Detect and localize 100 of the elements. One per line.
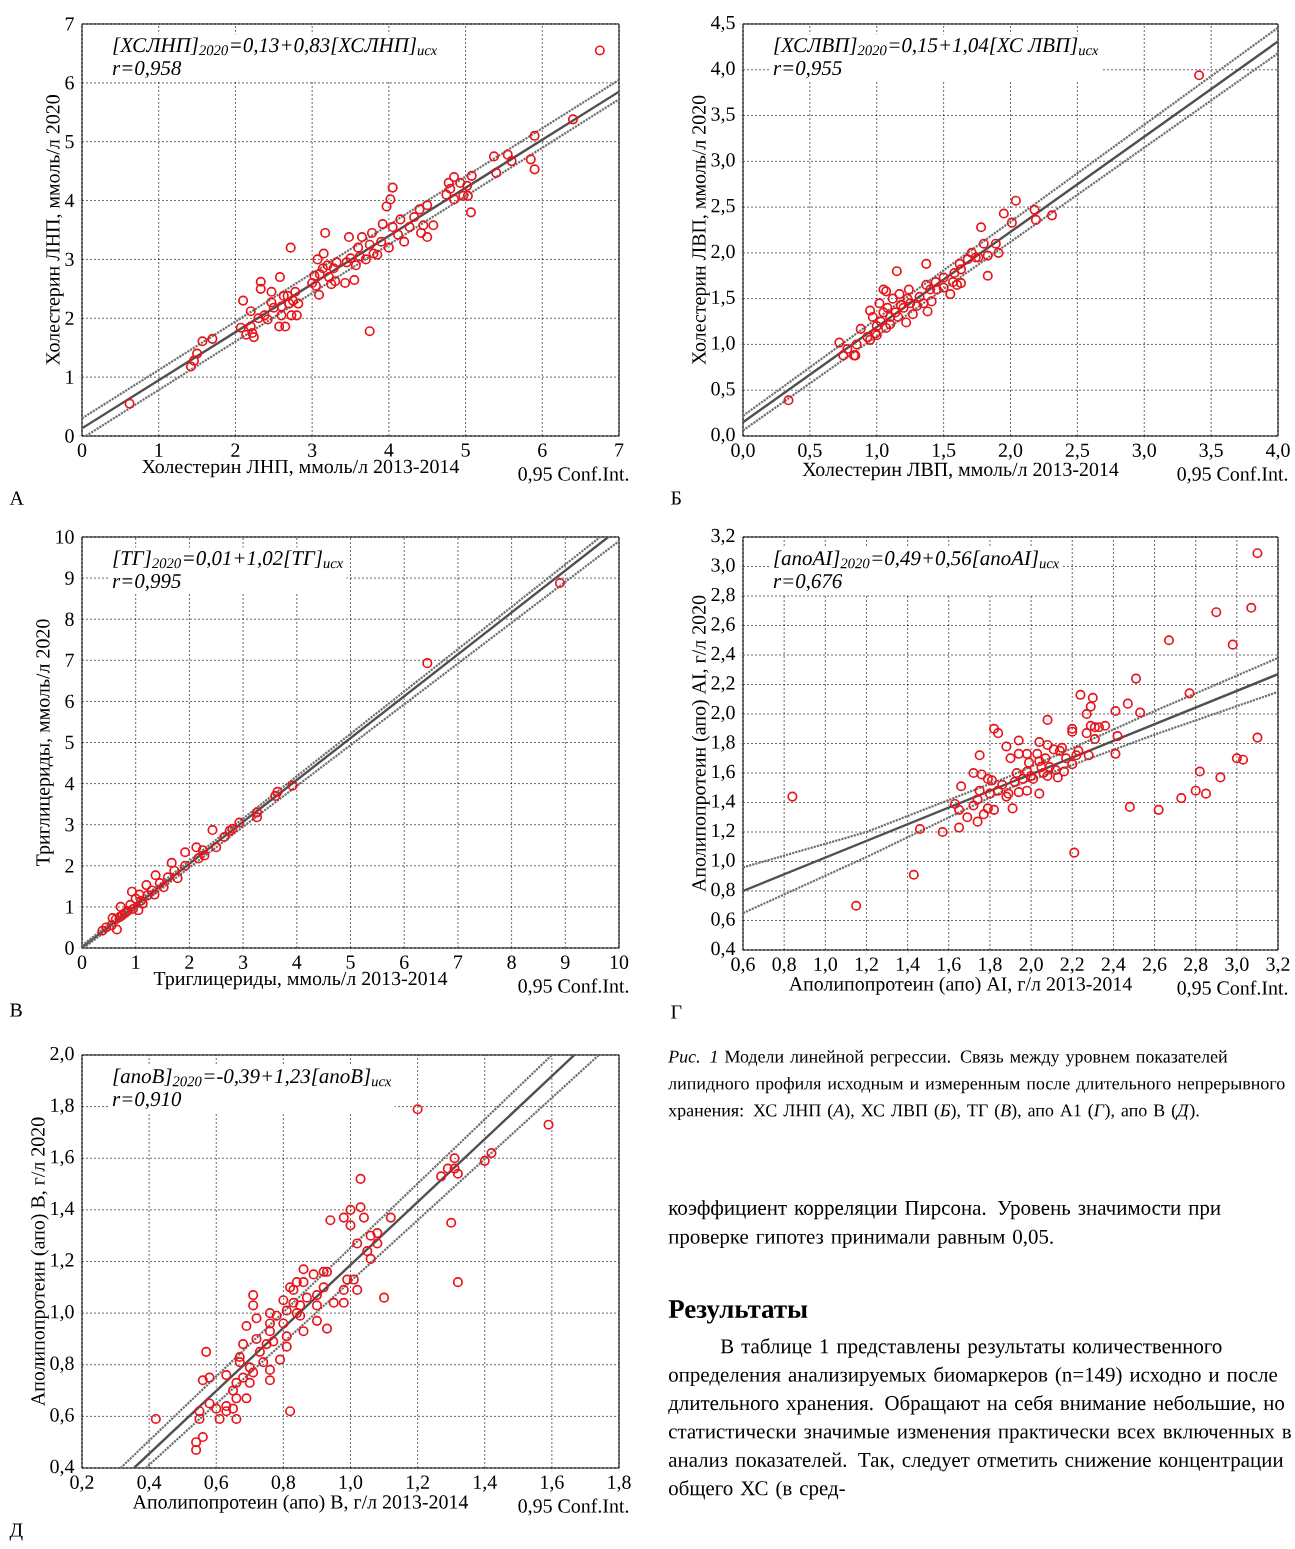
- annotation: [ТГ]$_{2020}$=0,01+1,02[ТГ]$_{исх}$: [113, 550, 343, 569]
- x-tick-label: 0,2: [70, 1475, 94, 1492]
- y-tick-label: 1,0: [712, 336, 735, 353]
- y-tick-label: 0,8: [711, 882, 735, 900]
- y-tick-label: 4: [64, 777, 75, 791]
- x-tick-label: 9: [560, 955, 570, 969]
- y-tick-label: 2,0: [50, 1046, 74, 1064]
- x-axis-title: Холестерин ЛНП, ммоль/л 2013-2014: [142, 459, 460, 478]
- annotation: r=0,910: [112, 1092, 182, 1110]
- x-tick-label: 1,2: [406, 1475, 429, 1492]
- y-tick-label: 1,4: [712, 794, 736, 811]
- x-tick-label: 1,4: [896, 957, 920, 974]
- annotation: [ХСЛНП]$_{2020}$=0,13+0,83[ХСЛНП]$_{исх}$: [113, 37, 438, 56]
- y-tick-label: 2: [65, 311, 74, 325]
- y-tick-label: 1: [66, 370, 74, 384]
- x-tick-label: 0,4: [137, 1475, 162, 1492]
- y-axis-title: Аполипопротеин (апо) AI, г/л 2020: [691, 595, 710, 892]
- x-tick-label: 1,0: [339, 1475, 363, 1492]
- x-tick-label: 1,8: [979, 957, 1002, 974]
- annotation: [апоB]$_{2020}$=-0,39+1,23[апоB]$_{исх}$: [113, 1068, 392, 1087]
- y-tick-label: 4,5: [710, 15, 735, 33]
- x-tick-label: 0,6: [731, 957, 755, 974]
- y-tick-label: 1,8: [712, 735, 735, 752]
- y-tick-label: 5: [65, 735, 74, 750]
- y-tick-label: 1,8: [51, 1098, 74, 1115]
- x-tick-label: 5: [461, 443, 470, 457]
- x-tick-label: 7: [615, 443, 624, 457]
- y-axis-title: Триглицериды, ммоль/л 2020: [36, 619, 54, 866]
- y-tick-label: 5: [65, 135, 74, 149]
- y-tick-label: 0,6: [50, 1408, 74, 1425]
- y-tick-label: 0,5: [711, 382, 735, 399]
- x-tick-label: 1,6: [541, 1475, 564, 1492]
- y-axis-title: Холестерин ЛНП, ммоль/л 2020: [46, 95, 64, 366]
- x-tick-label: 2,0: [998, 443, 1023, 460]
- y-tick-label: 2,2: [711, 676, 735, 693]
- x-axis-title: Аполипопротеин (апо) B, г/л 2013-2014: [132, 1494, 469, 1513]
- x-axis-title: Триглицериды, ммоль/л 2013-2014: [153, 971, 448, 990]
- text: 0,95 Conf.Int.: [1177, 466, 1288, 484]
- x-tick-label: 2,5: [1065, 443, 1090, 460]
- x-tick-label: 0,8: [772, 957, 796, 974]
- text: 0,95 Conf.Int.: [1177, 980, 1288, 998]
- y-tick-label: 0: [65, 429, 74, 443]
- x-tick-label: 0,5: [798, 443, 822, 460]
- x-tick-label: 2,8: [1184, 957, 1208, 974]
- x-tick-label: 1: [155, 443, 163, 457]
- y-tick-label: 6: [65, 76, 74, 90]
- annotation: r=0,955: [773, 61, 842, 79]
- x-tick-label: 10: [610, 955, 629, 969]
- x-tick-label: 0,0: [731, 443, 755, 460]
- annotation: [апоAI]$_{2020}$=0,49+0,56[апоAI]$_{исх}$: [774, 550, 1060, 569]
- x-tick-label: 3,5: [1199, 443, 1223, 460]
- y-tick-label: 0,4: [50, 1459, 75, 1477]
- x-tick-label: 0,8: [271, 1475, 296, 1492]
- y-tick-label: 2: [65, 859, 74, 873]
- y-tick-label: 1,6: [712, 764, 735, 782]
- y-tick-label: 1,2: [51, 1253, 74, 1270]
- x-tick-label: 4,0: [1265, 443, 1290, 460]
- x-tick-label: 2,0: [1019, 957, 1043, 974]
- x-tick-label: 1,0: [866, 443, 889, 460]
- y-tick-label: 1,6: [51, 1150, 74, 1167]
- x-tick-label: 3: [308, 443, 317, 457]
- x-tick-label: 4: [292, 955, 302, 969]
- y-tick-label: 4,0: [710, 61, 735, 78]
- y-tick-label: 3,0: [711, 558, 735, 575]
- y-tick-label: 2,5: [711, 198, 735, 216]
- y-tick-label: 1,5: [712, 290, 735, 307]
- y-tick-label: 6: [65, 694, 74, 709]
- y-tick-label: 1,2: [712, 823, 735, 841]
- x-tick-label: 2,6: [1142, 957, 1167, 974]
- y-tick-label: 3: [65, 818, 74, 832]
- x-tick-label: 3: [239, 955, 248, 969]
- x-tick-label: 6: [538, 443, 547, 457]
- text: А: [9, 491, 24, 505]
- y-tick-label: 2,6: [711, 617, 735, 634]
- y-tick-label: 2,8: [711, 587, 735, 605]
- y-tick-label: 1,0: [51, 1304, 74, 1322]
- x-tick-label: 4: [384, 443, 394, 457]
- annotation: r=0,958: [112, 61, 182, 79]
- x-tick-label: 0,6: [204, 1475, 229, 1492]
- text: Д: [9, 1523, 23, 1541]
- y-tick-label: 7: [65, 653, 74, 667]
- x-tick-label: 8: [507, 955, 516, 969]
- x-tick-label: 3,0: [1132, 443, 1156, 460]
- y-tick-label: 4: [64, 194, 75, 208]
- text: В таблице 1 представлены результаты количественного определения анализируемых биомаркеров (n=149) исходно и после длительного хранения. Обращают на себя внимание небольшие, но статистически значимые изменения практически всех включенных в анализ показателей. Так, следует отметить снижение концентрации общего ХС (в сред-: [668, 1338, 1291, 1500]
- y-axis-title: Аполипопротеин (апо) B, г/л 2020: [30, 1117, 49, 1406]
- y-axis-title: Холестерин ЛВП, ммоль/л 2020: [692, 95, 710, 365]
- text: Б: [671, 491, 681, 505]
- y-tick-label: 2,0: [711, 244, 735, 262]
- y-tick-label: 0,0: [711, 427, 735, 445]
- text: 0,95 Conf.Int.: [518, 466, 629, 484]
- x-axis-title: Холестерин ЛВП, ммоль/л 2013-2014: [802, 462, 1119, 481]
- text: 0,95 Conf.Int.: [518, 978, 629, 996]
- x-tick-label: 5: [346, 955, 355, 969]
- x-tick-label: 0: [77, 443, 87, 457]
- x-tick-label: 1,2: [855, 957, 878, 974]
- text: Результаты: [668, 1300, 808, 1324]
- x-tick-label: 7: [454, 955, 463, 969]
- y-tick-label: 0: [65, 941, 74, 955]
- y-tick-label: 9: [65, 571, 74, 585]
